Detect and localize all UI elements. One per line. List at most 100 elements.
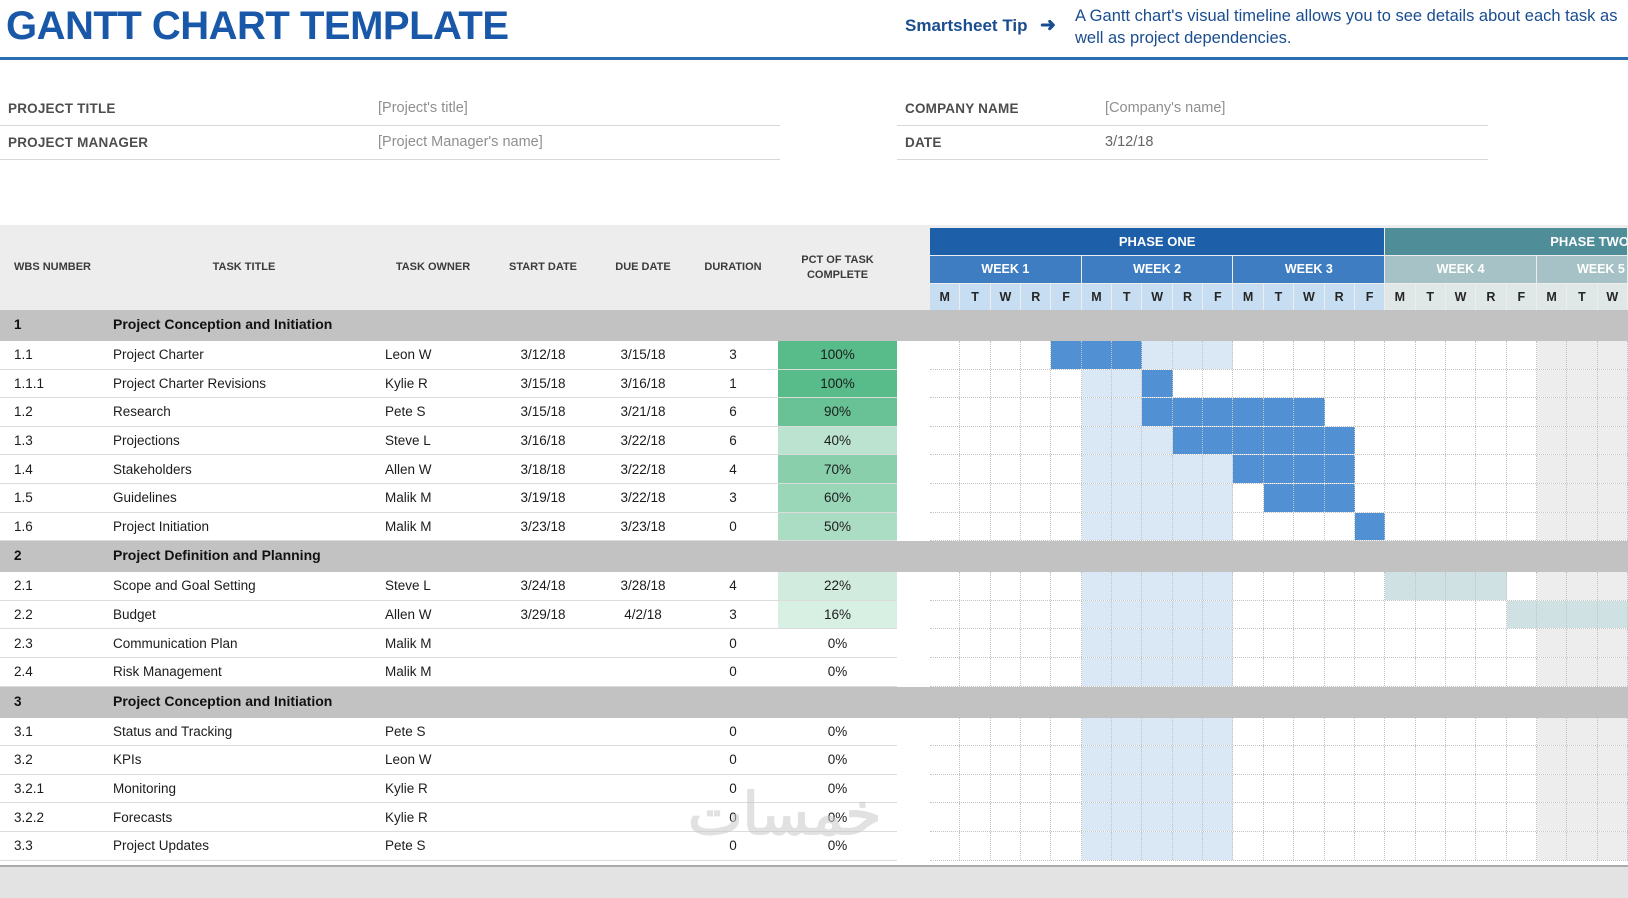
gantt-grid-cell[interactable]	[1355, 572, 1386, 600]
company-name-value[interactable]: [Company's name]	[1105, 100, 1226, 116]
task-duration[interactable]: 0	[729, 838, 737, 854]
gantt-grid-cell[interactable]	[1567, 717, 1598, 746]
task-pct-complete[interactable]: 0%	[827, 781, 848, 797]
gantt-grid-cell[interactable]	[991, 657, 1022, 686]
gantt-grid-cell[interactable]	[1355, 341, 1386, 369]
gantt-grid-cell[interactable]	[1385, 831, 1416, 860]
task-owner[interactable]: Pete S	[385, 838, 426, 854]
gantt-grid-cell[interactable]	[1598, 774, 1628, 803]
gantt-grid-cell[interactable]	[1051, 629, 1082, 657]
gantt-grid-cell[interactable]	[1082, 341, 1113, 369]
gantt-grid-cell[interactable]	[1537, 774, 1568, 803]
gantt-grid-cell[interactable]	[1446, 831, 1477, 860]
gantt-grid-cell[interactable]	[1476, 426, 1507, 455]
gantt-grid-cell[interactable]	[1385, 426, 1416, 455]
gantt-grid-cell[interactable]	[991, 455, 1022, 483]
gantt-grid-cell[interactable]	[991, 774, 1022, 803]
gantt-grid-cell[interactable]	[1051, 426, 1082, 455]
gantt-grid-cell[interactable]	[1507, 512, 1537, 541]
task-duration[interactable]: 0	[729, 635, 737, 651]
gantt-grid-cell[interactable]	[1325, 426, 1355, 455]
gantt-grid-cell[interactable]	[1567, 657, 1598, 686]
task-pct-complete[interactable]: 100%	[778, 369, 897, 398]
gantt-grid-cell[interactable]	[1112, 341, 1143, 369]
gantt-grid-cell[interactable]	[1264, 426, 1295, 455]
task-title[interactable]: Risk Management	[113, 664, 222, 680]
gantt-grid-cell[interactable]	[991, 398, 1022, 426]
gantt-grid-cell[interactable]	[1294, 629, 1325, 657]
gantt-grid-cell[interactable]	[1142, 657, 1173, 686]
gantt-grid-cell[interactable]	[1537, 341, 1568, 369]
task-start-date[interactable]	[488, 775, 598, 803]
gantt-grid-cell[interactable]	[1082, 803, 1113, 831]
task-owner[interactable]: Leon W	[385, 347, 432, 363]
task-title[interactable]: Project Initiation	[113, 518, 210, 534]
gantt-grid-cell[interactable]	[1537, 831, 1568, 860]
gantt-grid-cell[interactable]	[930, 774, 961, 803]
gantt-grid-cell[interactable]	[1082, 629, 1113, 657]
gantt-grid-cell[interactable]	[1507, 426, 1537, 455]
task-wbs[interactable]: 3.3	[14, 838, 33, 854]
gantt-grid-cell[interactable]	[1142, 369, 1173, 398]
gantt-grid-cell[interactable]	[1173, 455, 1204, 483]
gantt-grid-cell[interactable]	[1233, 629, 1264, 657]
task-duration[interactable]: 3	[729, 347, 737, 363]
gantt-grid-cell[interactable]	[1203, 803, 1234, 831]
task-due-date[interactable]: 3/21/18	[620, 404, 666, 420]
task-duration[interactable]: 4	[729, 578, 737, 594]
gantt-grid-cell[interactable]	[1173, 717, 1204, 746]
gantt-grid-cell[interactable]	[1567, 629, 1598, 657]
gantt-grid-cell[interactable]	[1294, 803, 1325, 831]
gantt-grid-cell[interactable]	[1203, 746, 1234, 774]
gantt-grid-cell[interactable]	[1355, 774, 1386, 803]
task-due-date[interactable]: 4/2/18	[624, 607, 662, 623]
gantt-grid-cell[interactable]	[930, 803, 961, 831]
task-wbs[interactable]: 1.1	[14, 347, 33, 363]
gantt-grid-cell[interactable]	[1598, 369, 1628, 398]
gantt-grid-cell[interactable]	[1598, 831, 1628, 860]
gantt-grid-cell[interactable]	[1233, 341, 1264, 369]
gantt-grid-cell[interactable]	[1294, 341, 1325, 369]
gantt-grid-cell[interactable]	[1507, 774, 1537, 803]
task-start-date[interactable]	[488, 803, 598, 831]
gantt-grid-cell[interactable]	[1142, 512, 1173, 541]
gantt-grid-cell[interactable]	[1294, 746, 1325, 774]
gantt-grid-cell[interactable]	[1142, 774, 1173, 803]
gantt-grid-cell[interactable]	[1476, 600, 1507, 629]
gantt-grid-cell[interactable]	[1021, 600, 1052, 629]
gantt-grid-cell[interactable]	[1476, 717, 1507, 746]
gantt-grid-cell[interactable]	[1082, 455, 1113, 483]
gantt-grid-cell[interactable]	[1446, 572, 1477, 600]
gantt-grid-cell[interactable]	[1537, 369, 1568, 398]
gantt-grid-cell[interactable]	[1173, 831, 1204, 860]
gantt-grid-cell[interactable]	[1233, 398, 1264, 426]
gantt-grid-cell[interactable]	[960, 657, 991, 686]
gantt-grid-cell[interactable]	[1112, 746, 1143, 774]
gantt-grid-cell[interactable]	[1294, 717, 1325, 746]
gantt-grid-cell[interactable]	[1294, 398, 1325, 426]
gantt-grid-cell[interactable]	[1294, 455, 1325, 483]
gantt-grid-cell[interactable]	[1233, 369, 1264, 398]
task-due-date[interactable]	[598, 718, 688, 746]
task-wbs[interactable]: 2.3	[14, 635, 33, 651]
task-duration[interactable]: 6	[729, 433, 737, 449]
task-wbs[interactable]: 1.2	[14, 404, 33, 420]
gantt-grid-cell[interactable]	[1112, 572, 1143, 600]
task-owner[interactable]: Kylie R	[385, 809, 428, 825]
gantt-grid-cell[interactable]	[1264, 774, 1295, 803]
gantt-grid-cell[interactable]	[1355, 512, 1386, 541]
task-pct-complete[interactable]: 0%	[827, 723, 848, 739]
gantt-grid-cell[interactable]	[1567, 426, 1598, 455]
gantt-grid-cell[interactable]	[1325, 657, 1355, 686]
gantt-grid-cell[interactable]	[1446, 512, 1477, 541]
gantt-grid-cell[interactable]	[1446, 803, 1477, 831]
gantt-grid-cell[interactable]	[1446, 717, 1477, 746]
gantt-grid-cell[interactable]	[1567, 483, 1598, 512]
gantt-grid-cell[interactable]	[1112, 831, 1143, 860]
gantt-grid-cell[interactable]	[1173, 341, 1204, 369]
gantt-grid-cell[interactable]	[1203, 369, 1234, 398]
gantt-grid-cell[interactable]	[1325, 369, 1355, 398]
gantt-grid-cell[interactable]	[1173, 483, 1204, 512]
gantt-grid-cell[interactable]	[991, 600, 1022, 629]
gantt-grid-cell[interactable]	[1021, 426, 1052, 455]
